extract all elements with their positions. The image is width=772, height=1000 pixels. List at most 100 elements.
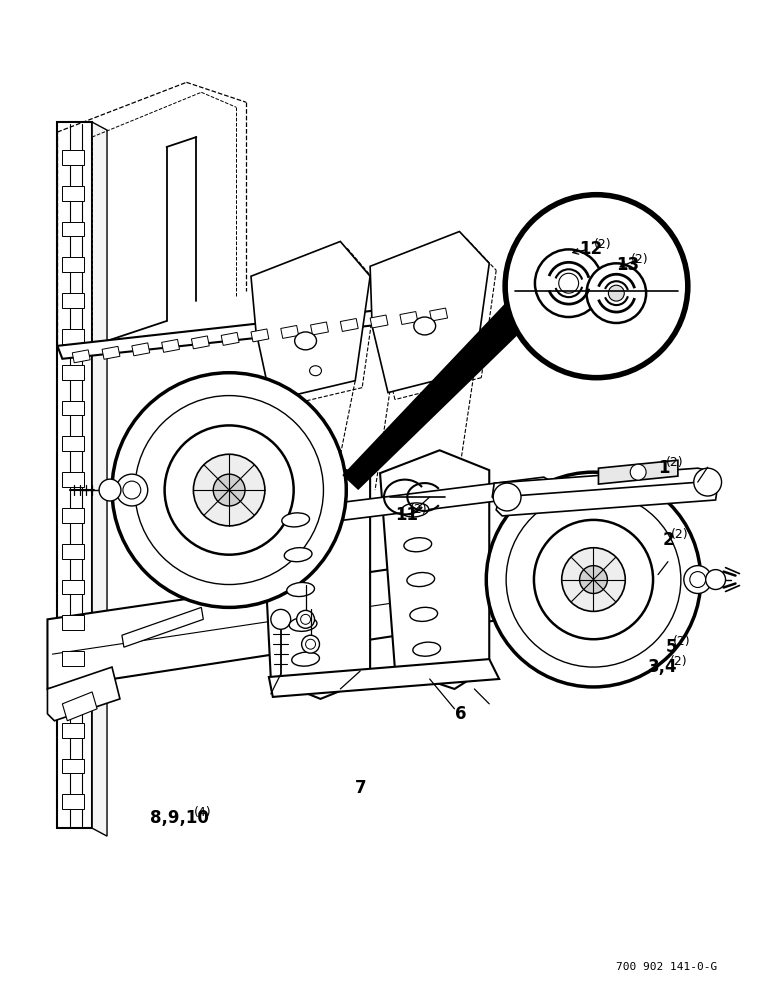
Circle shape	[534, 520, 653, 639]
Bar	[63, 150, 84, 165]
Ellipse shape	[410, 607, 438, 621]
Polygon shape	[73, 350, 90, 363]
Circle shape	[116, 474, 147, 506]
Polygon shape	[400, 312, 418, 324]
Circle shape	[300, 614, 310, 624]
Bar	[63, 651, 84, 666]
Polygon shape	[496, 482, 718, 516]
Bar	[63, 436, 84, 451]
Ellipse shape	[310, 366, 321, 376]
Ellipse shape	[292, 652, 320, 666]
Bar	[63, 544, 84, 559]
Circle shape	[194, 454, 265, 526]
Ellipse shape	[286, 582, 314, 597]
Text: 2: 2	[663, 531, 675, 549]
Text: 5: 5	[666, 638, 678, 656]
Polygon shape	[251, 241, 370, 401]
Ellipse shape	[284, 548, 312, 562]
Text: 6: 6	[455, 705, 466, 723]
Circle shape	[694, 468, 722, 496]
Polygon shape	[102, 346, 120, 359]
Bar	[63, 508, 84, 523]
Polygon shape	[370, 315, 388, 328]
Polygon shape	[251, 329, 269, 342]
Bar	[63, 222, 84, 236]
Ellipse shape	[407, 573, 435, 587]
Polygon shape	[623, 548, 678, 574]
Polygon shape	[222, 332, 239, 345]
Ellipse shape	[295, 332, 317, 350]
Polygon shape	[493, 468, 716, 503]
Polygon shape	[57, 301, 469, 359]
Circle shape	[684, 566, 712, 593]
Bar	[63, 401, 84, 415]
Ellipse shape	[414, 317, 435, 335]
Circle shape	[306, 639, 316, 649]
Polygon shape	[161, 339, 180, 352]
Ellipse shape	[282, 513, 310, 527]
Text: (2): (2)	[665, 456, 683, 469]
Polygon shape	[201, 477, 569, 535]
Circle shape	[296, 610, 314, 628]
Circle shape	[587, 263, 646, 323]
Bar	[63, 723, 84, 738]
Circle shape	[112, 373, 347, 607]
Circle shape	[630, 464, 646, 480]
Bar	[63, 794, 84, 809]
Bar	[63, 615, 84, 630]
Polygon shape	[340, 319, 358, 331]
Polygon shape	[191, 336, 209, 349]
Polygon shape	[261, 458, 370, 699]
Bar	[63, 365, 84, 380]
Text: (2): (2)	[670, 528, 688, 541]
Text: (2): (2)	[673, 635, 691, 648]
Circle shape	[608, 285, 625, 301]
Circle shape	[559, 273, 578, 293]
Ellipse shape	[401, 503, 428, 517]
Polygon shape	[342, 298, 527, 490]
Text: 11: 11	[395, 506, 418, 524]
Bar	[63, 759, 84, 773]
Circle shape	[123, 481, 141, 499]
Bar	[63, 257, 84, 272]
Circle shape	[164, 425, 293, 555]
Text: 12: 12	[580, 240, 603, 258]
Ellipse shape	[413, 642, 441, 656]
Text: 3,4: 3,4	[648, 658, 678, 676]
Polygon shape	[57, 122, 92, 828]
Text: (4): (4)	[194, 806, 212, 819]
Circle shape	[690, 572, 706, 588]
Bar	[63, 580, 84, 594]
Polygon shape	[132, 343, 150, 356]
Text: (2): (2)	[410, 503, 428, 516]
Bar	[63, 687, 84, 702]
Ellipse shape	[404, 538, 432, 552]
Circle shape	[486, 472, 701, 687]
Circle shape	[535, 249, 602, 317]
Bar	[63, 329, 84, 344]
Text: 8,9,10: 8,9,10	[150, 809, 208, 827]
Circle shape	[99, 479, 121, 501]
Text: (2): (2)	[594, 238, 612, 251]
Polygon shape	[370, 232, 489, 393]
Circle shape	[580, 566, 608, 593]
Polygon shape	[281, 325, 299, 338]
Circle shape	[493, 483, 521, 511]
Circle shape	[302, 635, 320, 653]
Polygon shape	[122, 607, 203, 647]
Polygon shape	[271, 599, 313, 625]
Circle shape	[706, 570, 726, 589]
Circle shape	[505, 195, 688, 378]
Circle shape	[135, 396, 323, 585]
Circle shape	[271, 609, 291, 629]
Polygon shape	[430, 308, 448, 321]
Text: 1: 1	[658, 459, 669, 477]
Polygon shape	[380, 450, 489, 689]
Circle shape	[506, 492, 681, 667]
Polygon shape	[47, 667, 120, 721]
Text: (2): (2)	[670, 655, 688, 668]
Circle shape	[213, 474, 245, 506]
Polygon shape	[310, 322, 328, 335]
Text: 7: 7	[355, 779, 367, 797]
Polygon shape	[47, 530, 683, 689]
